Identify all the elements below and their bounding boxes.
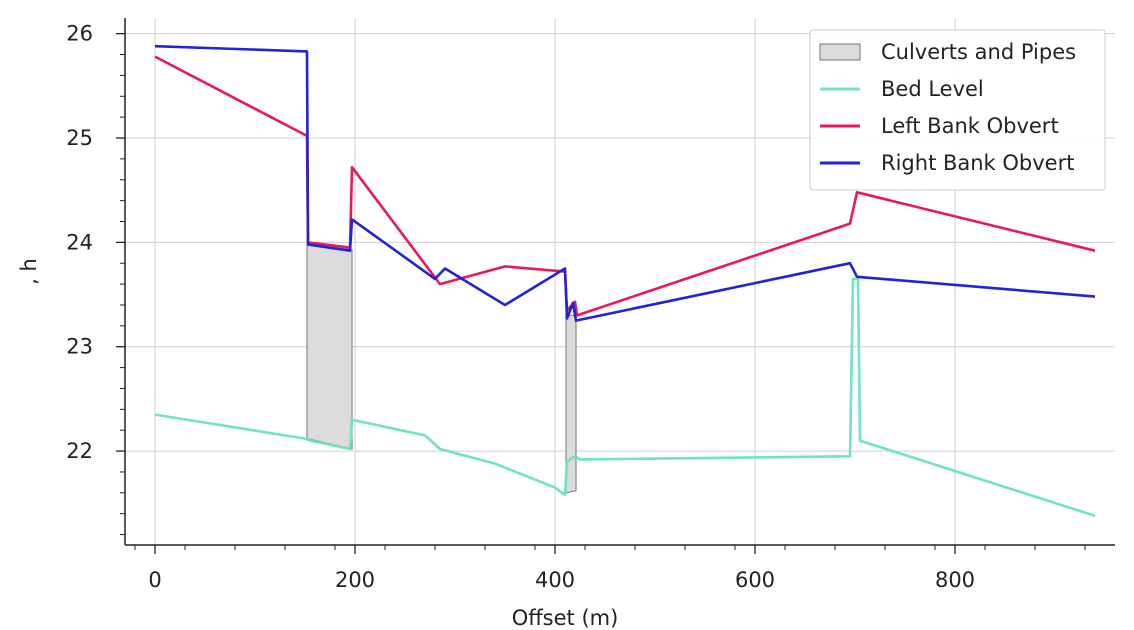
- legend-label: Right Bank Obvert: [881, 151, 1074, 175]
- legend: Culverts and Pipes Bed Level Left Bank Obv…: [809, 29, 1106, 191]
- legend-label: Culverts and Pipes: [881, 40, 1076, 64]
- y-axis-label: , h: [17, 258, 41, 285]
- y-tick-label: 26: [66, 22, 93, 46]
- culverts-layer: [306, 243, 577, 494]
- series-line-left-bank-obvert: [154, 55, 1096, 317]
- y-tick-label: 22: [66, 439, 93, 463]
- y-tick-label: 25: [66, 126, 93, 150]
- series-line-right-bank-obvert: [154, 44, 1096, 322]
- x-tick-label: 200: [335, 568, 375, 592]
- x-tick-label: 0: [148, 568, 161, 592]
- x-tick-label: 600: [735, 568, 775, 592]
- y-tick-label: 23: [66, 335, 93, 359]
- culvert-shape: [565, 314, 577, 494]
- legend-swatch-culverts: [819, 43, 861, 61]
- culvert-shape: [306, 243, 353, 450]
- ticks: 0 200 400 600 800 22 23 24 25 26: [66, 22, 1086, 592]
- x-tick-label: 400: [535, 568, 575, 592]
- x-tick-label: 800: [935, 568, 975, 592]
- series-layer: [154, 44, 1096, 518]
- x-axis-label: Offset (m): [512, 606, 619, 630]
- y-tick-label: 24: [66, 230, 93, 254]
- legend-label: Left Bank Obvert: [881, 114, 1059, 138]
- axes: [124, 18, 1115, 546]
- legend-box: [809, 29, 1106, 191]
- series-line-bed-level: [154, 277, 1096, 518]
- legend-label: Bed Level: [881, 77, 984, 101]
